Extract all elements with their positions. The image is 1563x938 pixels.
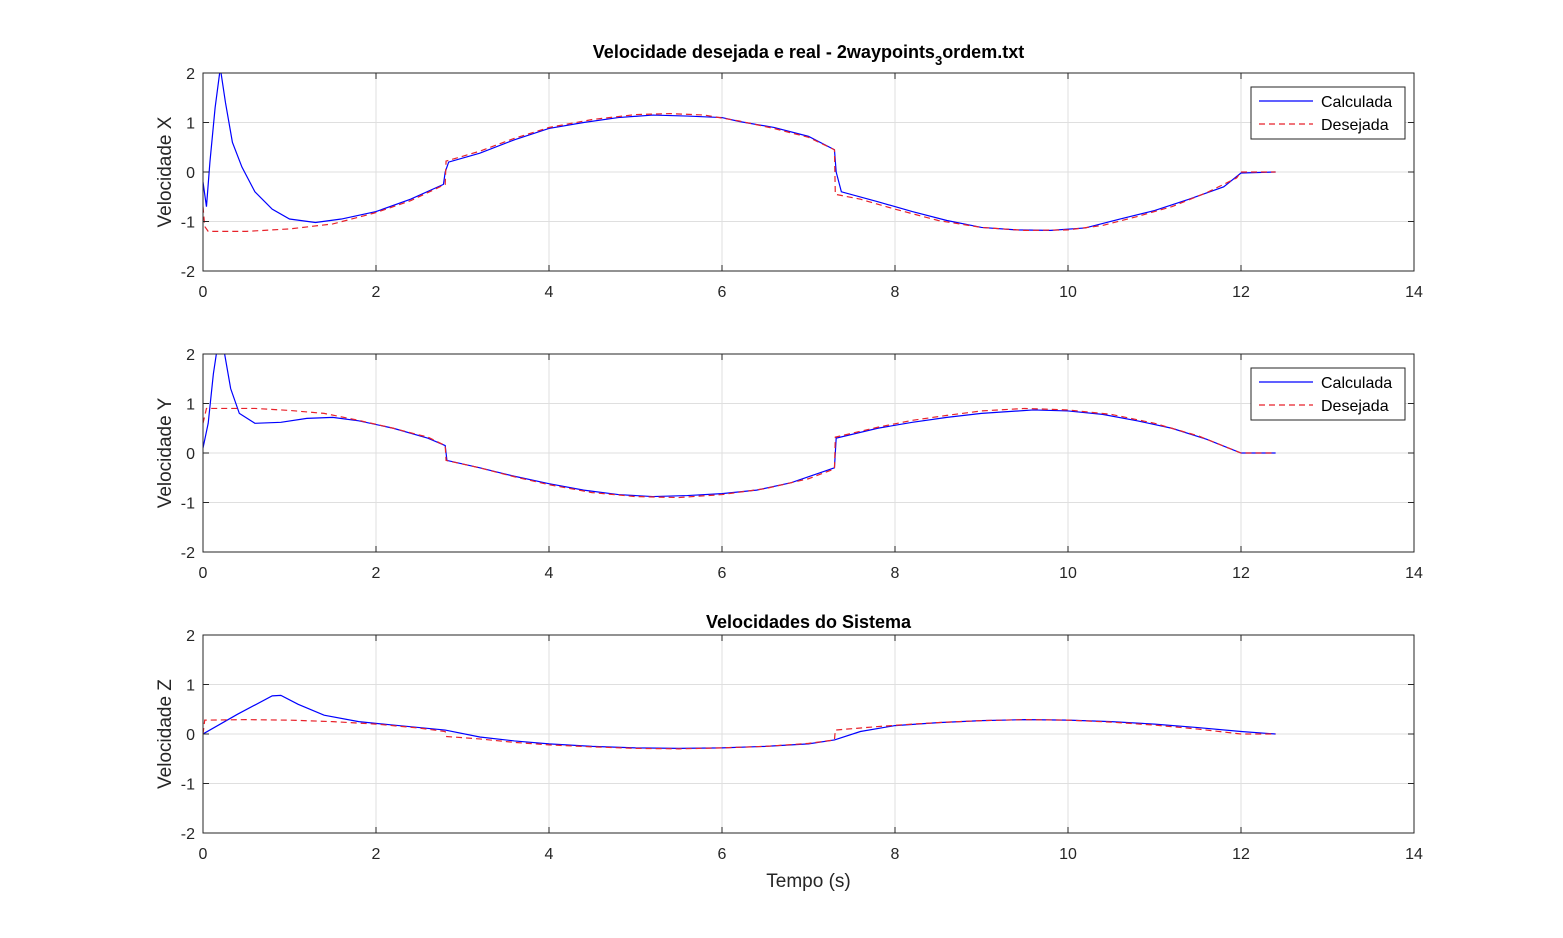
title-subscript: 3: [935, 53, 942, 68]
y-tick-label: 1: [186, 678, 195, 695]
legend: Calculada Desejada: [1250, 367, 1406, 421]
x-tick-label: 8: [891, 284, 900, 301]
x-tick-label: 10: [1059, 565, 1077, 582]
x-tick-label: 4: [545, 284, 554, 301]
series-line-calculada: [203, 73, 1276, 232]
y-axis-label: Velocidade Y: [155, 397, 176, 508]
series-line-calculada: [203, 354, 1276, 498]
legend: Calculada Desejada: [1250, 86, 1406, 140]
x-axis-label: Tempo (s): [766, 871, 850, 892]
x-tick-label: 2: [372, 284, 381, 301]
y-tick-label: 0: [186, 446, 195, 463]
x-tick-label: 14: [1405, 284, 1423, 301]
x-tick-label: 4: [545, 846, 554, 863]
x-tick-label: 10: [1059, 846, 1077, 863]
series-line-desejada: [203, 719, 1276, 750]
x-tick-label: 12: [1232, 565, 1250, 582]
x-tick-label: 12: [1232, 284, 1250, 301]
y-tick-label: 2: [186, 66, 195, 83]
x-tick-label: 10: [1059, 284, 1077, 301]
y-tick-label: 2: [186, 628, 195, 645]
legend-label-desejada: Desejada: [1321, 117, 1389, 134]
y-tick-label: -1: [181, 496, 195, 513]
x-tick-label: 6: [718, 284, 727, 301]
x-tick-label: 0: [199, 284, 208, 301]
series-line-desejada: [203, 407, 1276, 499]
x-tick-label: 12: [1232, 846, 1250, 863]
y-tick-label: 2: [186, 347, 195, 364]
x-tick-label: 6: [718, 565, 727, 582]
x-tick-label: 0: [199, 565, 208, 582]
y-tick-label: -1: [181, 215, 195, 232]
title-main: Velocidade desejada e real - 2waypoints: [593, 42, 935, 62]
title-suffix: ordem.txt: [942, 42, 1024, 62]
y-tick-label: 1: [186, 116, 195, 133]
x-tick-label: 4: [545, 565, 554, 582]
legend-label-calculada: Calculada: [1321, 375, 1392, 392]
legend-label-desejada: Desejada: [1321, 398, 1389, 415]
y-tick-label: 0: [186, 165, 195, 182]
y-tick-label: 0: [186, 727, 195, 744]
x-tick-label: 14: [1405, 846, 1423, 863]
x-tick-label: 2: [372, 846, 381, 863]
x-tick-label: 2: [372, 565, 381, 582]
y-tick-label: -2: [181, 264, 195, 281]
series-line-desejada: [203, 112, 1276, 232]
x-tick-label: 8: [891, 565, 900, 582]
x-tick-label: 6: [718, 846, 727, 863]
y-tick-label: -2: [181, 545, 195, 562]
y-tick-label: -2: [181, 826, 195, 843]
legend-label-calculada: Calculada: [1321, 94, 1392, 111]
chart-title: Velocidades do Sistema: [706, 612, 912, 632]
legend-box: [1250, 367, 1406, 421]
x-tick-label: 0: [199, 846, 208, 863]
y-tick-label: -1: [181, 777, 195, 794]
y-axis-label: Velocidade X: [155, 116, 176, 227]
x-tick-label: 14: [1405, 565, 1423, 582]
y-tick-label: 1: [186, 397, 195, 414]
legend-box: [1250, 86, 1406, 140]
y-axis-label: Velocidade Z: [155, 679, 176, 789]
chart-title: Velocidade desejada e real - 2waypoints3…: [593, 42, 1024, 68]
x-tick-label: 8: [891, 846, 900, 863]
